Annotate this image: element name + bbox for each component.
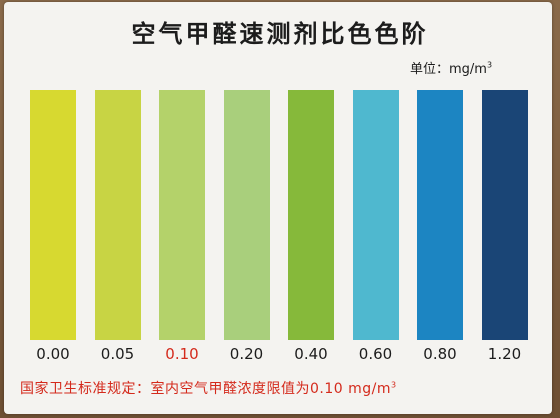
- unit-superscript: 3: [486, 60, 493, 70]
- color-swatch: [30, 90, 76, 340]
- swatch-value-label: 1.20: [487, 345, 522, 363]
- unit-label: 单位：mg/m3: [410, 58, 492, 77]
- standard-footnote: 国家卫生标准规定：室内空气甲醛浓度限值为0.10 mg/m3: [20, 378, 550, 398]
- footnote-text: 国家卫生标准规定：室内空气甲醛浓度限值为0.10 mg/m: [20, 381, 391, 397]
- footnote-superscript: 3: [391, 380, 397, 390]
- color-swatch: [94, 90, 141, 340]
- swatch-value-label: 0.10: [165, 345, 199, 363]
- swatch-value-label: 0.20: [229, 345, 264, 363]
- swatch-value-label: 0.00: [36, 345, 70, 363]
- color-swatch: [223, 90, 270, 340]
- color-swatch: [481, 90, 528, 340]
- unit-text: 单位：mg/m: [410, 62, 487, 77]
- color-swatch: [352, 90, 399, 340]
- color-swatch: [288, 90, 334, 340]
- chart-title: 空气甲醛速测剂比色色阶: [131, 20, 429, 48]
- color-swatch: [417, 90, 463, 340]
- swatch-value-label: 0.60: [358, 345, 393, 363]
- color-swatch: [159, 90, 205, 340]
- swatch-value-label: 0.05: [100, 345, 135, 363]
- swatch-value-label: 0.80: [423, 345, 457, 363]
- swatch-value-label: 0.40: [294, 345, 328, 363]
